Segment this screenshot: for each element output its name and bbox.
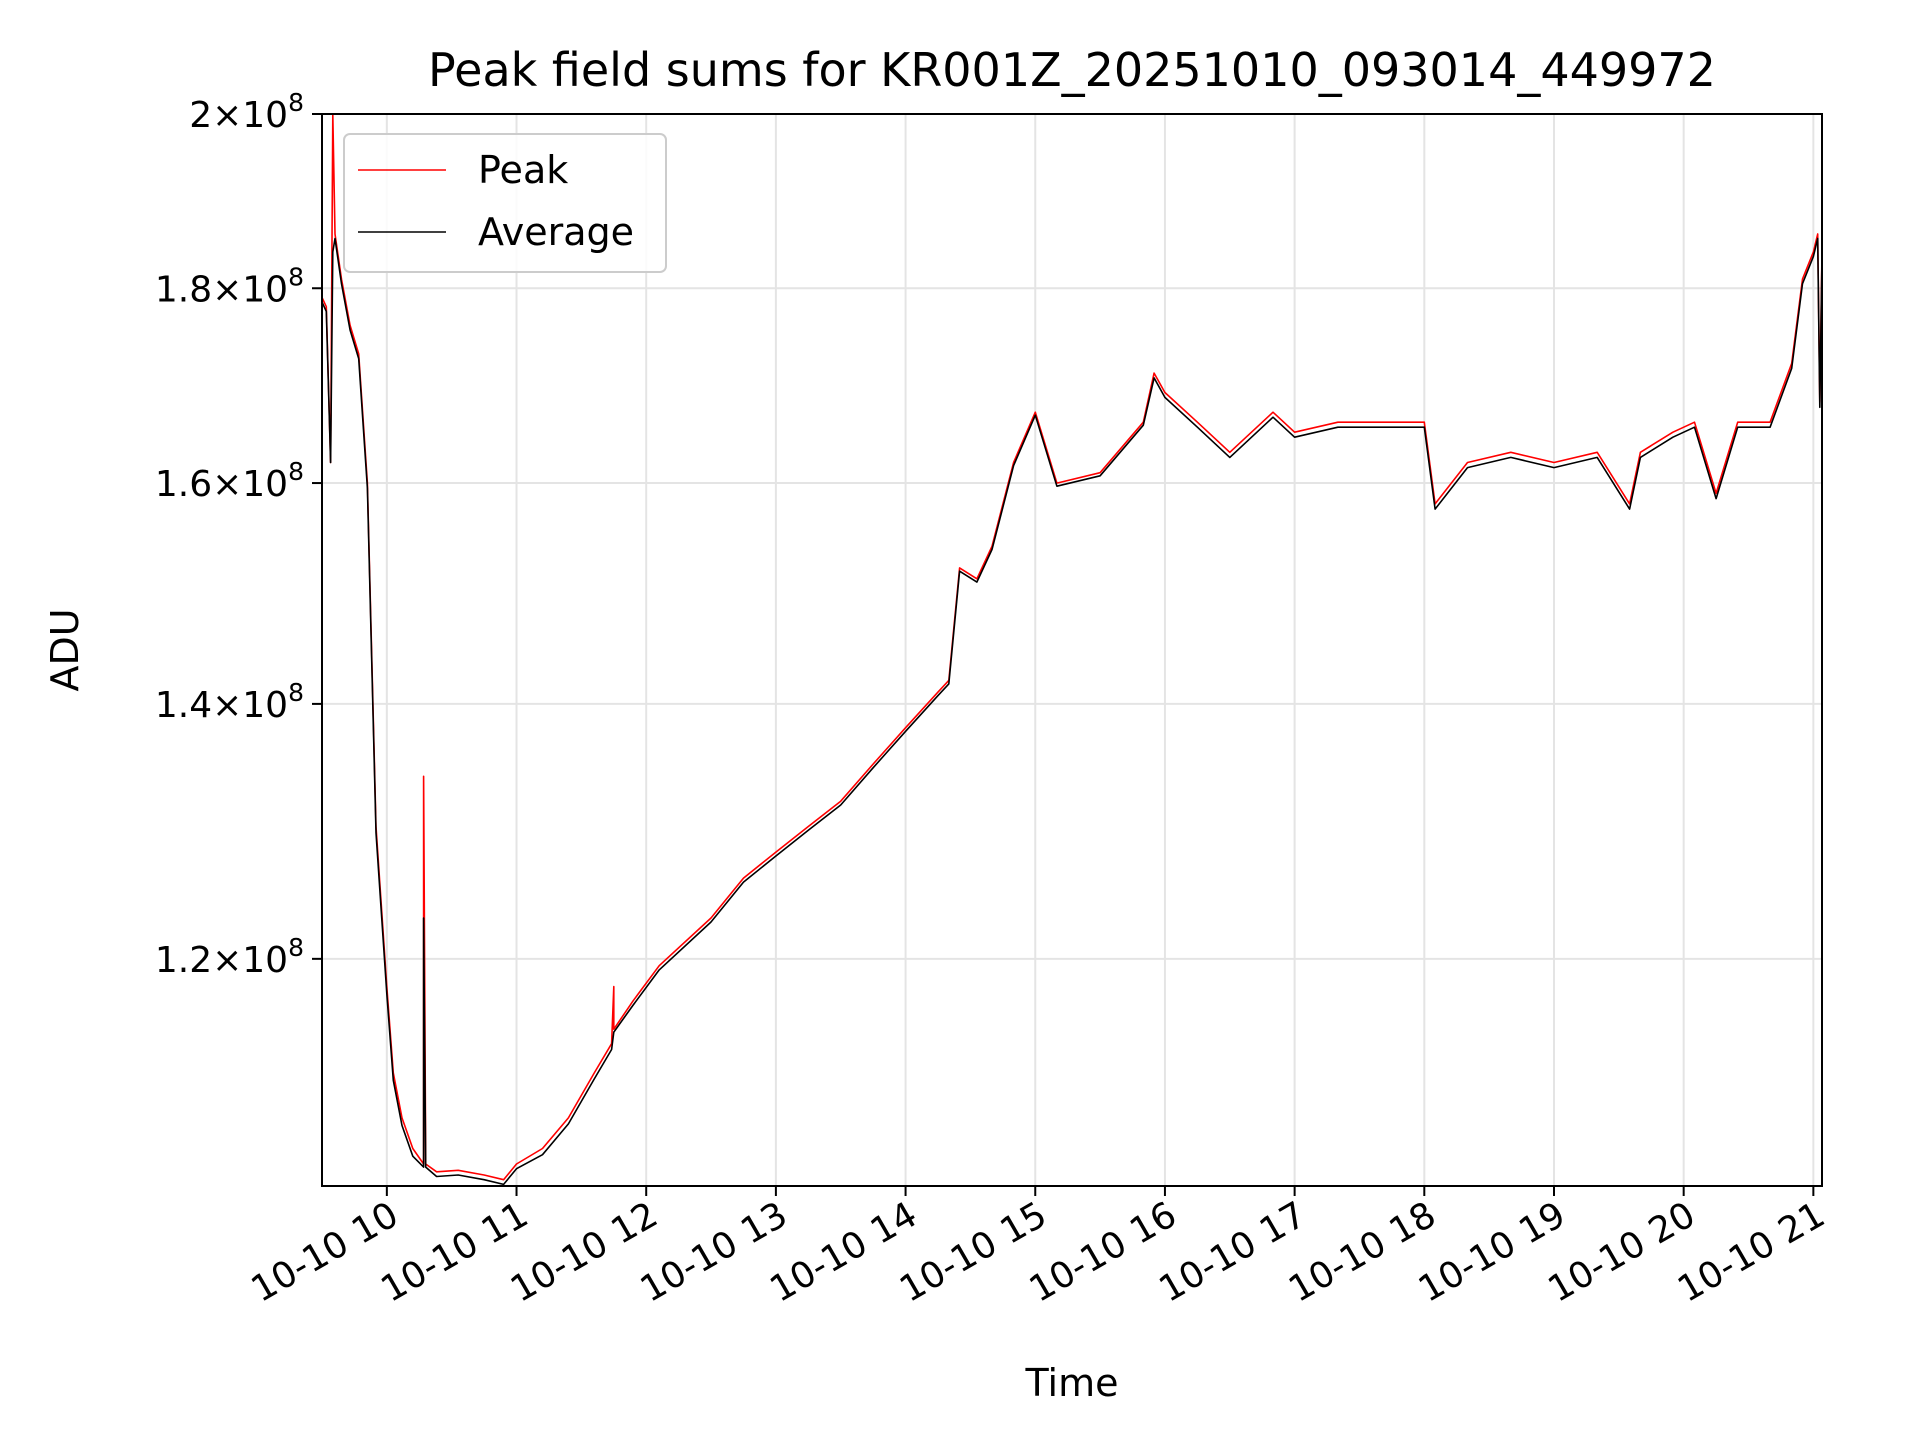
y-axis-ticks: 1.2×108 1.4×108 1.6×108 1.8×108 2×108 bbox=[155, 88, 322, 981]
series-line-peak bbox=[321, 113, 1823, 1181]
legend-box bbox=[343, 133, 667, 273]
legend: Peak Average bbox=[343, 133, 667, 273]
series-line-average bbox=[321, 237, 1823, 1186]
legend-label-average: Average bbox=[478, 210, 634, 254]
y-tick-label: 1.8×108 bbox=[155, 262, 304, 310]
plot-area-frame bbox=[321, 113, 1823, 1187]
x-axis-label: Time bbox=[1025, 1361, 1119, 1405]
y-tick-label: 2×108 bbox=[189, 88, 304, 136]
series-lines bbox=[321, 113, 1823, 1186]
legend-label-peak: Peak bbox=[478, 148, 568, 192]
y-tick-label: 1.4×108 bbox=[155, 678, 304, 726]
y-tick-label: 1.2×108 bbox=[155, 933, 304, 981]
chart-title: Peak field sums for KR001Z_20251010_0930… bbox=[428, 43, 1716, 97]
y-axis-label: ADU bbox=[43, 608, 87, 691]
y-tick-label: 1.6×108 bbox=[155, 457, 304, 505]
